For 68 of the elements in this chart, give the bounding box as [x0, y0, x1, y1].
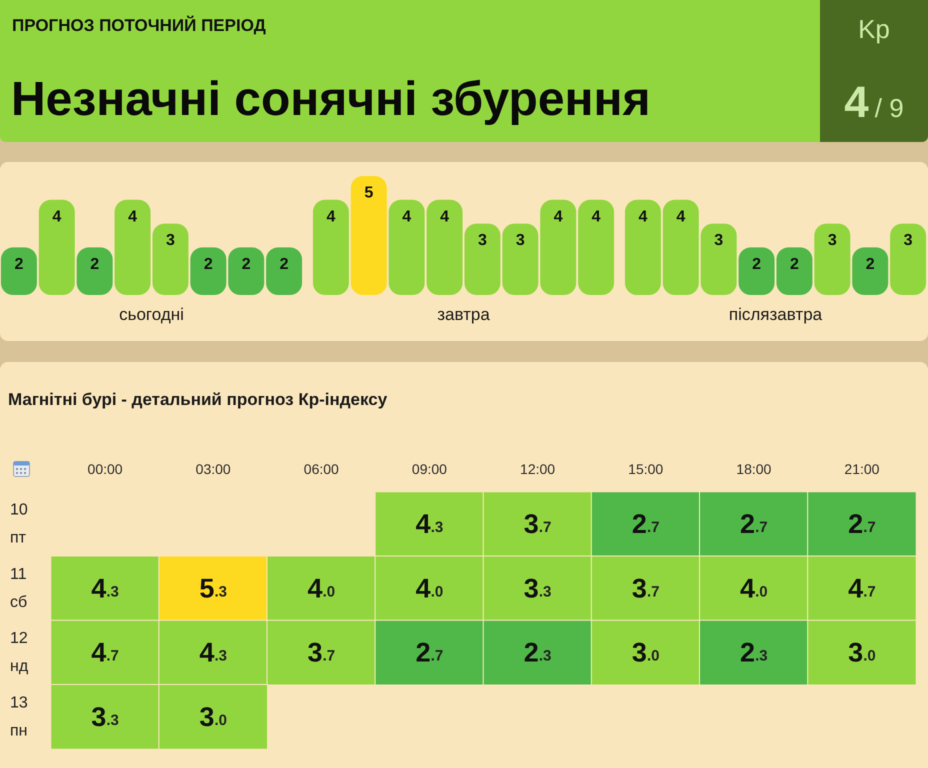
data-label: 3.0 [848, 638, 876, 668]
data-label: 2 [866, 256, 875, 273]
data-label: 3 [478, 232, 487, 250]
data-label: 3 [904, 232, 913, 250]
data-label: 2.7 [632, 509, 660, 540]
data-label: 3 [516, 232, 525, 250]
data-label: 2 [204, 256, 213, 273]
data-label: 4 [592, 208, 601, 226]
x-tick-label: 21:00 [844, 461, 880, 477]
data-label: 3.0 [199, 702, 227, 732]
data-label: 2.7 [416, 638, 444, 668]
x-tick-label: 18:00 [736, 461, 772, 477]
x-tick-label: 12:00 [520, 461, 556, 477]
data-label: 4.0 [308, 573, 336, 604]
data-label: 3.7 [632, 573, 660, 604]
data-label: 5 [364, 184, 374, 202]
data-label: 4.7 [848, 573, 876, 604]
data-label: 3.0 [632, 638, 660, 668]
data-label: 4 [402, 208, 412, 226]
y-tick-label: 11 сб [10, 566, 28, 611]
data-label: 2 [242, 256, 251, 273]
data-label: 4 [128, 208, 138, 226]
x-tick-label: 00:00 [88, 461, 123, 477]
x-tick-label: 09:00 [412, 461, 448, 477]
data-label: 4 [326, 208, 336, 226]
data-label: 2 [752, 256, 762, 273]
data-label: 3.3 [524, 573, 552, 604]
data-label: 4 [440, 208, 450, 226]
text: ПРОГНОЗ ПОТОЧНИЙ ПЕРІОД [12, 16, 266, 36]
y-tick-label: 10 пт [10, 502, 28, 547]
x-axis-title: післязавтра [728, 305, 823, 324]
data-label: 4 [52, 208, 62, 226]
data-label: 4.0 [740, 573, 768, 604]
data-label: 2 [90, 256, 100, 273]
data-label: 3 [166, 232, 175, 250]
x-tick-label: 15:00 [628, 461, 664, 477]
text: Незначні сонячні збурення [11, 72, 651, 128]
data-label: 2.7 [848, 509, 876, 540]
data-label: 4.3 [416, 509, 444, 540]
data-label: 4.3 [91, 573, 119, 604]
data-label: 2 [14, 256, 24, 273]
data-label: 3.7 [524, 509, 552, 540]
data-label: 3.3 [91, 702, 119, 732]
data-label: 2 [790, 256, 799, 273]
data-label: 3.7 [308, 638, 336, 668]
x-tick-label: 06:00 [304, 461, 340, 477]
x-tick-label: 03:00 [196, 461, 231, 477]
data-label: 4 [676, 208, 686, 226]
y-tick-label: 12 нд [10, 630, 29, 676]
text: 4 [844, 78, 869, 127]
data-label: 4.7 [91, 638, 119, 668]
x-axis-title: завтра [437, 305, 490, 324]
data-label: 2.3 [524, 638, 552, 668]
x-axis-title: сьогодні [119, 305, 184, 324]
data-label: 4.0 [416, 573, 444, 604]
data-label: 2.7 [740, 509, 768, 540]
data-label: 3 [828, 232, 837, 250]
data-label: 3 [714, 232, 724, 250]
chart-title: Магнітні бурі - детальний прогноз Кр-індексу [8, 390, 388, 409]
text: Kp [857, 14, 891, 45]
data-label: 2.3 [740, 638, 768, 668]
data-label: 4.3 [199, 638, 227, 668]
text: / 9 [874, 93, 904, 123]
data-label: 5.3 [199, 573, 227, 604]
y-tick-label: 13 пн [10, 694, 28, 740]
data-label: 4 [554, 208, 563, 226]
data-label: 4 [638, 208, 648, 226]
data-label: 2 [280, 256, 289, 273]
